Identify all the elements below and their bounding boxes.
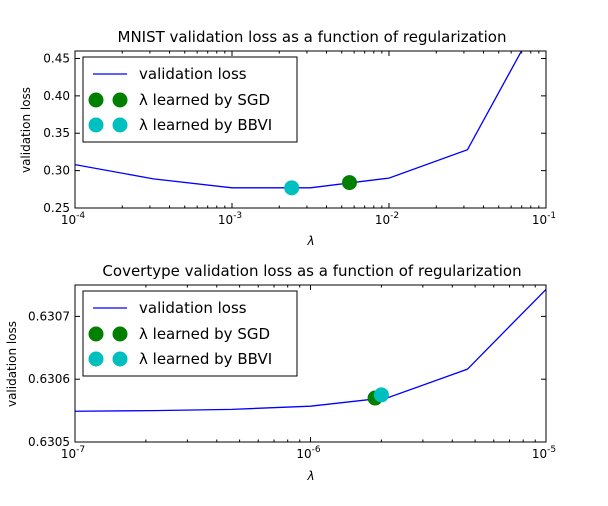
legend-marker-bbvi [88, 117, 104, 133]
bbvi-lambda-point [373, 387, 389, 403]
validation-loss-line [75, 51, 523, 189]
legend: validation loss λ learned by SGD λ learn… [82, 56, 298, 143]
x-tick-label: 10-3 [218, 211, 242, 227]
legend-marker-bbvi [112, 117, 128, 133]
plot-marks [75, 288, 546, 412]
y-tick-label: 0.6306 [28, 372, 70, 386]
legend-marker-bbvi [88, 351, 104, 367]
y-tick-label: 0.6305 [28, 435, 70, 449]
y-axis-label: validation loss [19, 87, 33, 173]
legend-label-validation-loss: validation loss [139, 65, 247, 83]
x-axis-label: λ [306, 234, 314, 248]
legend-label-validation-loss: validation loss [139, 299, 247, 317]
plot-area [75, 288, 546, 412]
x-axis-ticks: 10-7 10-6 10-5 [61, 285, 556, 461]
legend-label-bbvi: λ learned by BBVI [139, 116, 272, 134]
x-axis-label: λ [306, 469, 314, 483]
legend-label-bbvi: λ learned by BBVI [139, 350, 272, 368]
axes-frame [74, 50, 547, 209]
x-tick-label: 10-5 [532, 445, 556, 461]
bbvi-lambda-point [284, 180, 300, 196]
legend-marker-sgd [112, 92, 128, 108]
y-axis-ticks: 0.25 0.30 0.35 0.40 0.45 [43, 51, 546, 215]
x-tick-label: 10-1 [532, 211, 556, 227]
legend-marker-sgd [112, 326, 128, 342]
legend-marker-bbvi [112, 351, 128, 367]
plot-marks [75, 51, 523, 196]
sgd-lambda-point [341, 175, 357, 191]
x-axis-ticks: 10-4 10-3 10-2 10-1 [61, 51, 556, 227]
x-tick-label: 10-7 [61, 445, 85, 461]
validation-loss-line [75, 288, 546, 412]
y-axis-ticks: 0.6305 0.6306 0.6307 [28, 309, 546, 449]
x-tick-label: 10-2 [375, 211, 399, 227]
y-axis-label: validation loss [5, 321, 19, 407]
plot-area [75, 51, 523, 196]
y-tick-label: 0.35 [43, 126, 70, 140]
chart-title: Covertype validation loss as a function … [102, 262, 521, 280]
y-tick-label: 0.40 [43, 89, 70, 103]
x-tick-label: 10-6 [296, 445, 321, 461]
legend: validation loss λ learned by SGD λ learn… [82, 290, 298, 377]
mnist-chart: MNIST validation loss as a function of r… [19, 28, 556, 248]
covertype-chart: Covertype validation loss as a function … [5, 262, 556, 483]
legend-label-sgd: λ learned by SGD [139, 91, 270, 109]
legend-label-sgd: λ learned by SGD [139, 325, 270, 343]
x-tick-label: 10-4 [61, 211, 86, 227]
y-tick-label: 0.30 [43, 164, 70, 178]
y-tick-label: 0.6307 [28, 309, 70, 323]
legend-marker-sgd [88, 92, 104, 108]
legend-marker-sgd [88, 326, 104, 342]
y-tick-label: 0.45 [43, 51, 70, 65]
chart-title: MNIST validation loss as a function of r… [118, 28, 507, 46]
y-tick-label: 0.25 [43, 201, 70, 215]
